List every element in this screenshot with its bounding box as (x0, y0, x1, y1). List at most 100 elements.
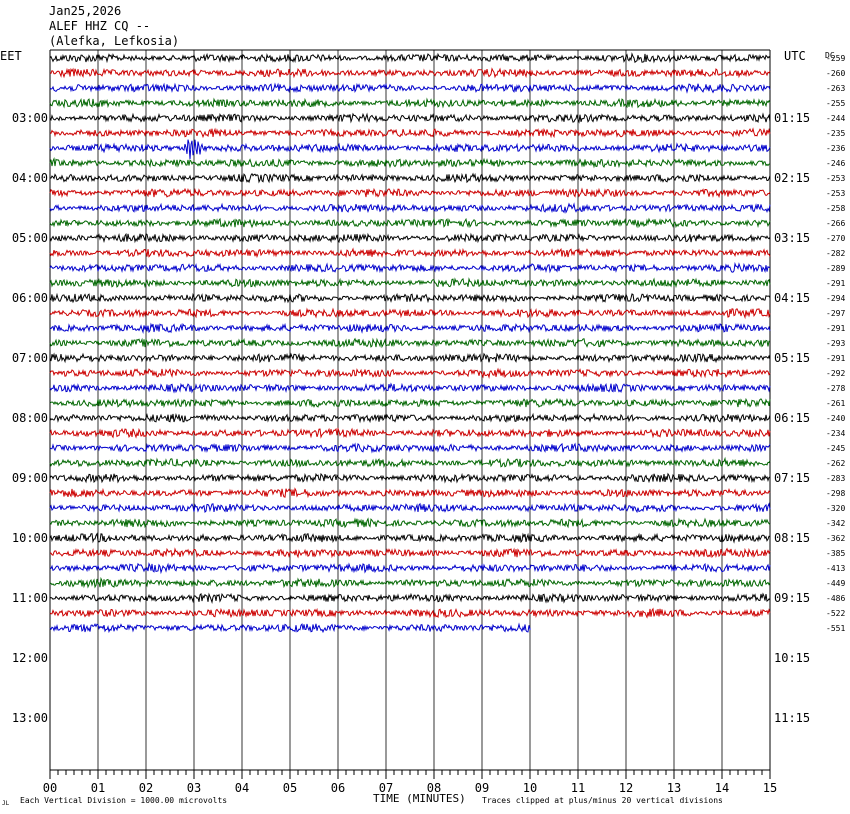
right-hour-label: 09:15 (774, 591, 810, 605)
x-tick-label: 14 (715, 781, 729, 795)
seismic-trace (49, 456, 771, 469)
seismic-trace (49, 202, 771, 214)
x-tick-label: 03 (187, 781, 201, 795)
seismic-trace (49, 127, 771, 139)
dc-offset-label: -278 (826, 384, 845, 393)
dc-offset-label: -262 (826, 459, 845, 468)
left-hour-label: 09:00 (12, 471, 48, 485)
dc-offset-label: -282 (826, 249, 845, 258)
x-tick-label: 09 (475, 781, 489, 795)
seismic-trace (49, 397, 771, 409)
right-hour-label: 10:15 (774, 651, 810, 665)
seismic-trace (49, 487, 771, 499)
dc-offset-label: -486 (826, 594, 845, 603)
seismic-trace (49, 367, 771, 379)
dc-offset-label: -234 (826, 429, 845, 438)
left-hour-label: 04:00 (12, 171, 48, 185)
x-tick-label: 12 (619, 781, 633, 795)
dc-offset-label: -246 (826, 159, 845, 168)
right-hour-label: 06:15 (774, 411, 810, 425)
seismic-trace (49, 217, 771, 229)
seismic-trace (49, 532, 771, 544)
left-hour-label: 13:00 (12, 711, 48, 725)
seismic-trace (49, 82, 771, 94)
seismic-trace (49, 547, 771, 559)
dc-offset-label: -289 (826, 264, 845, 273)
seismic-trace (49, 472, 771, 484)
left-hour-label: 03:00 (12, 111, 48, 125)
dc-offset-label: -362 (826, 534, 845, 543)
dc-offset-label: -253 (826, 189, 845, 198)
x-axis-title: TIME (MINUTES) (373, 792, 466, 805)
dc-offset-label: -291 (826, 279, 845, 288)
seismic-trace (49, 382, 771, 394)
dc-offset-label: -298 (826, 489, 845, 498)
x-tick-label: 04 (235, 781, 249, 795)
seismic-trace (49, 187, 771, 199)
dc-offset-label: -449 (826, 579, 845, 588)
dc-offset-label: -320 (826, 504, 845, 513)
seismic-trace (49, 576, 771, 589)
seismic-trace (49, 337, 771, 349)
seismic-trace (49, 277, 771, 289)
seismic-trace (49, 352, 771, 364)
right-hour-label: 01:15 (774, 111, 810, 125)
left-hour-label: 11:00 (12, 591, 48, 605)
dc-offset-label: -294 (826, 294, 845, 303)
x-tick-label: 02 (139, 781, 153, 795)
seismic-trace (49, 322, 771, 334)
right-hour-label: 08:15 (774, 531, 810, 545)
dc-offset-label: -258 (826, 204, 845, 213)
dc-offset-label: -266 (826, 219, 845, 228)
x-tick-label: 10 (523, 781, 537, 795)
dc-offset-label: -245 (826, 444, 845, 453)
dc-label: DC (825, 51, 835, 60)
left-hour-label: 10:00 (12, 531, 48, 545)
seismic-trace (49, 172, 771, 184)
right-timezone-label: UTC (784, 49, 806, 63)
x-tick-label: 08 (427, 781, 441, 795)
clipping-note: Traces clipped at plus/minus 20 vertical… (482, 796, 723, 805)
left-hour-label: 08:00 (12, 411, 48, 425)
right-hour-label: 11:15 (774, 711, 810, 725)
dc-offset-label: -244 (826, 114, 845, 123)
dc-offset-label: -342 (826, 519, 845, 528)
x-tick-label: 00 (43, 781, 57, 795)
x-tick-label: 15 (763, 781, 777, 795)
seismic-trace (49, 67, 771, 79)
left-hour-label: 05:00 (12, 231, 48, 245)
left-hour-label: 07:00 (12, 351, 48, 365)
seismic-trace (49, 247, 771, 259)
seismic-trace (49, 517, 771, 529)
right-hour-label: 04:15 (774, 291, 810, 305)
seismic-trace (49, 97, 771, 109)
x-tick-label: 01 (91, 781, 105, 795)
seismic-trace (49, 261, 771, 274)
dc-offset-label: -292 (826, 369, 845, 378)
x-tick-label: 06 (331, 781, 345, 795)
dc-offset-label: -253 (826, 174, 845, 183)
x-tick-label: 11 (571, 781, 585, 795)
seismic-trace (49, 52, 771, 64)
seismic-trace (49, 426, 771, 439)
header-date: Jan25,2026 (49, 4, 122, 18)
dc-offset-label: -261 (826, 399, 845, 408)
left-hour-label: 12:00 (12, 651, 48, 665)
dc-offset-label: -259 (826, 54, 845, 63)
left-hour-label: 06:00 (12, 291, 48, 305)
dc-offset-label: -236 (826, 144, 845, 153)
dc-offset-label: -413 (826, 564, 845, 573)
dc-offset-label: -291 (826, 324, 845, 333)
dc-offset-label: -551 (826, 624, 845, 633)
dc-offset-label: -297 (826, 309, 845, 318)
dc-offset-label: -385 (826, 549, 845, 558)
seismic-trace (49, 112, 771, 124)
dc-offset-label: -255 (826, 99, 845, 108)
seismic-trace (49, 607, 771, 619)
dc-offset-label: -293 (826, 339, 845, 348)
seismic-trace (49, 307, 771, 320)
seismic-trace (49, 502, 771, 514)
header-location: (Alefka, Lefkosia) (49, 34, 180, 48)
dc-offset-label: -291 (826, 354, 845, 363)
